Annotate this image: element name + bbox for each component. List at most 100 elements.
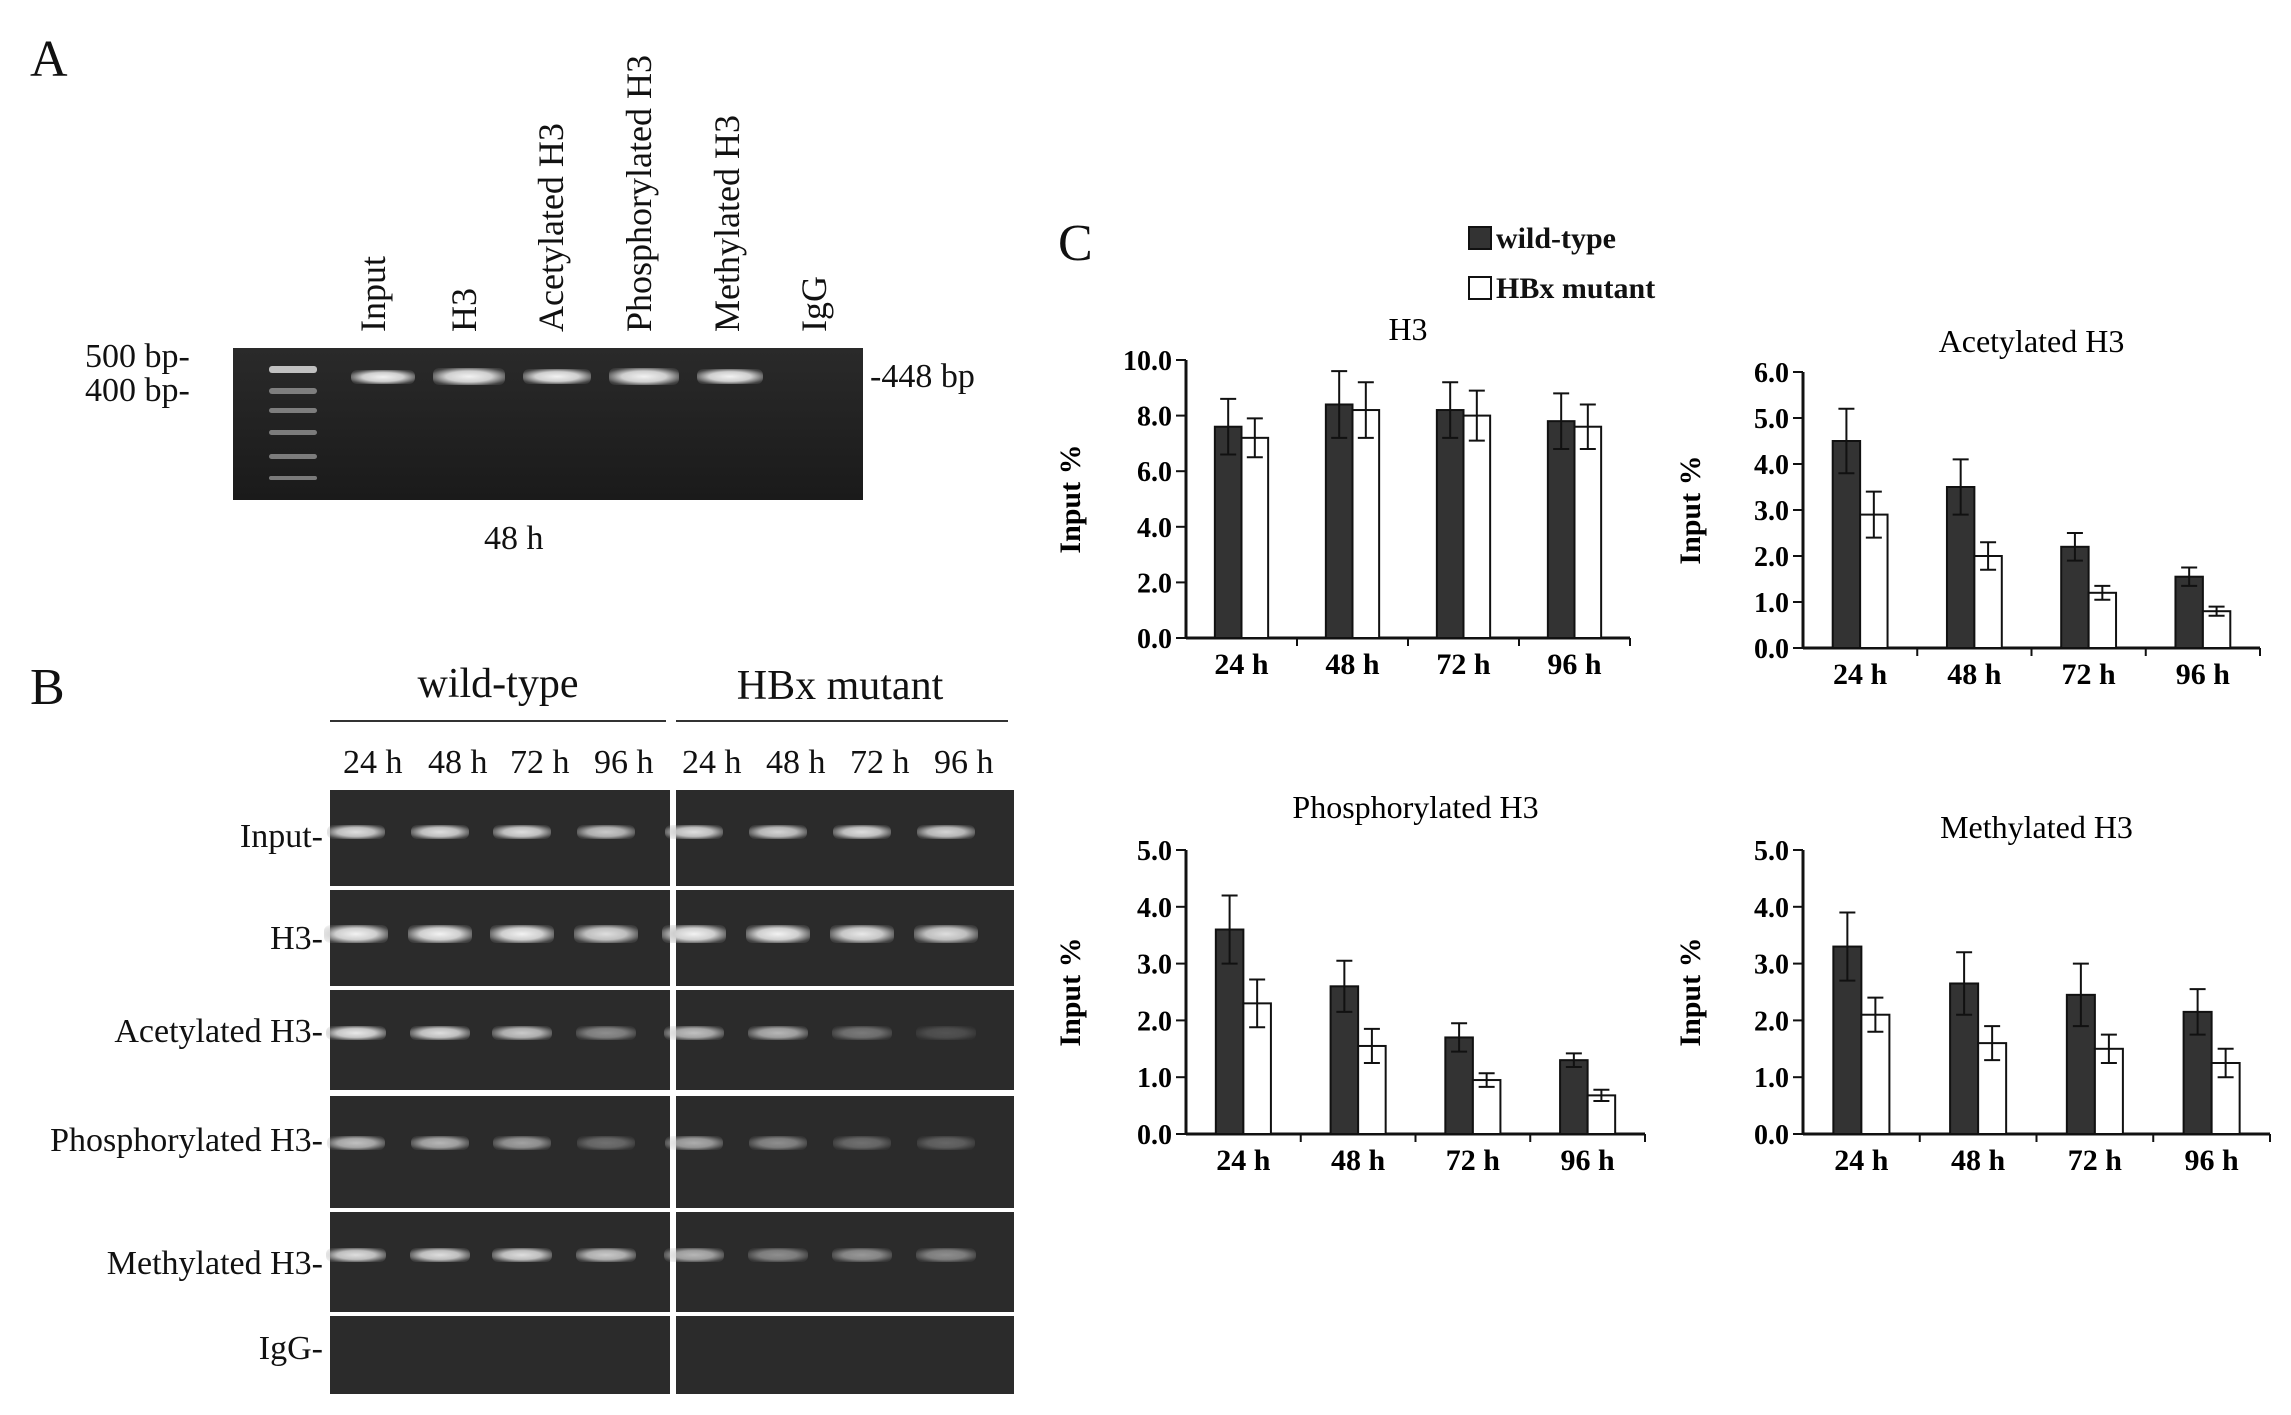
group-line-hbx-mutant [676,720,1008,722]
group-label-hbx-mutant: HBx mutant [736,663,944,709]
bar-hbx-mutant [1973,555,2003,649]
y-tick-label: 4.0 [1754,893,1789,924]
gel-band [492,1248,552,1262]
gel-band [411,824,469,839]
x-tick-label: 24 h [1834,1144,1889,1177]
gel-band [327,1136,385,1151]
gel-band [493,1136,551,1151]
x-tick-label: 96 h [2185,1144,2240,1177]
bar-wild-type [1559,1059,1589,1136]
bar-wild-type [1324,403,1354,640]
gel-band [664,1248,724,1262]
legend-swatch-hbx-mutant [1468,276,1492,300]
x-tick-label: 72 h [1446,1144,1501,1177]
time-label-mut-24h: 24 h [682,744,742,781]
gel-band [914,924,978,943]
gel-band [746,924,810,943]
gel-band [493,824,551,839]
group-line-wild-type [330,720,666,722]
gel-band [410,1026,470,1040]
y-axis-label: Input % [1054,444,1087,553]
time-label-wt-48h: 48 h [428,744,488,781]
gel-panel-a [233,348,863,500]
x-tick-label: 96 h [1547,648,1602,681]
panel-b-label: B [30,659,65,716]
x-tick-label: 48 h [1951,1144,2006,1177]
y-tick-label: 0.0 [1754,634,1789,665]
gel-band [748,1248,808,1262]
bar-wild-type [2174,575,2204,650]
y-tick-label: 2.0 [1137,1006,1172,1037]
y-tick-label: 3.0 [1137,950,1172,981]
gel-band [326,1248,386,1262]
y-tick-label: 2.0 [1137,568,1172,599]
marker-500bp: 500 bp- [85,338,190,375]
chart-title: H3 [1388,311,1427,347]
row-label-methylated-h3: Methylated H3- [106,1245,323,1282]
y-axis-label: Input % [1674,937,1707,1046]
time-label-mut-72h: 72 h [850,744,910,781]
gel-band [917,1136,975,1151]
chart-title: Acetylated H3 [1939,323,2125,359]
gel-row-0-mut [665,790,1014,886]
gel-band [833,1136,891,1151]
gel-row-3-wt [327,1096,670,1208]
x-tick-label: 48 h [1331,1144,1386,1177]
gel-row-1-wt [324,890,670,986]
y-tick-label: 5.0 [1754,404,1789,435]
gel-band [576,1248,636,1262]
x-tick-label: 24 h [1214,648,1269,681]
bar-wild-type [2060,545,2090,649]
gel-row-0-wt [327,790,670,886]
gel-band [411,1136,469,1151]
x-tick-label: 24 h [1833,658,1888,691]
y-tick-label: 2.0 [1754,1006,1789,1037]
gel-row-2-mut [664,990,1014,1090]
gel-row-1-mut [662,890,1014,986]
gel-row-4-wt [326,1212,670,1312]
gel-band [324,924,388,943]
gel-band [662,924,726,943]
legend-label-hbx-mutant: HBx mutant [1496,272,1656,305]
y-tick-label: 2.0 [1754,542,1789,573]
gel-band [410,1248,470,1262]
time-label-wt-72h: 72 h [510,744,570,781]
y-tick-label: 8.0 [1137,402,1172,433]
y-tick-label: 0.0 [1754,1120,1789,1151]
x-tick-label: 72 h [2068,1144,2123,1177]
y-tick-label: 4.0 [1137,513,1172,544]
gel-band [749,1136,807,1151]
y-tick-label: 1.0 [1754,588,1789,619]
x-tick-label: 48 h [1325,648,1380,681]
y-tick-label: 3.0 [1754,950,1789,981]
row-label-igg: IgG- [258,1330,323,1367]
gel-band [490,924,554,943]
gel-a-time-label: 48 h [484,520,544,557]
y-tick-label: 1.0 [1137,1063,1172,1094]
gel-band [832,1026,892,1040]
bar-hbx-mutant [2201,610,2232,650]
bar-hbx-mutant [1240,436,1270,639]
x-tick-label: 72 h [2062,658,2117,691]
row-label-input: Input- [239,818,323,855]
y-tick-label: 1.0 [1754,1063,1789,1094]
y-tick-label: 0.0 [1137,624,1172,655]
panel-a-label: A [30,31,68,88]
bar-hbx-mutant [1573,425,1603,639]
gel-row-5-wt [330,1316,670,1394]
bar-wild-type [1546,420,1576,639]
legend-label-wild-type: wild-type [1496,222,1616,255]
y-tick-label: 10.0 [1123,346,1172,377]
row-label-phosphorylated-h3: Phosphorylated H3- [50,1122,323,1159]
gel-row-4-mut [664,1212,1014,1312]
bar-hbx-mutant [1471,1079,1502,1136]
chart-title: Phosphorylated H3 [1292,789,1538,825]
gel-band [749,824,807,839]
bar-hbx-mutant [2087,591,2118,649]
legend-swatch-wild-type [1468,226,1492,250]
bar-hbx-mutant [1462,414,1492,639]
gel-band [916,1248,976,1262]
chart-title: Methylated H3 [1940,809,2133,845]
